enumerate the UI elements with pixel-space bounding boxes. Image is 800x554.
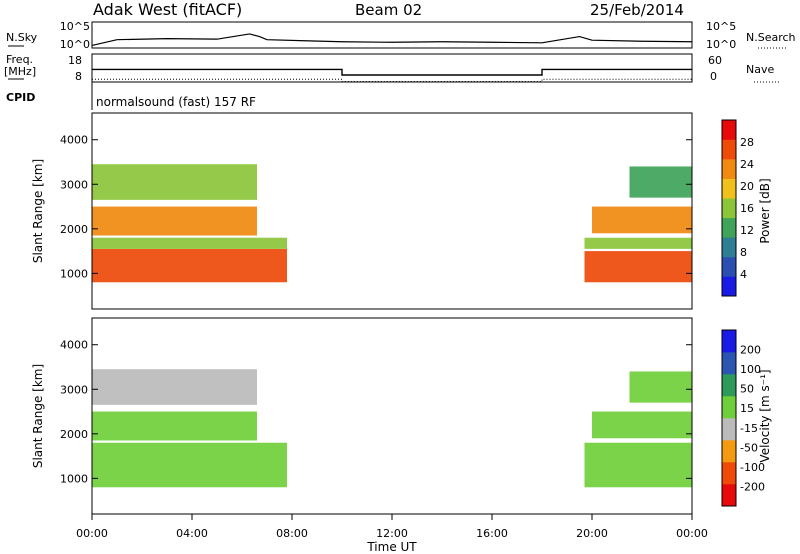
power-colorbar-tick: 20 xyxy=(740,180,754,193)
freq-panel-frame xyxy=(91,53,693,83)
power-region xyxy=(92,248,287,283)
power-colorbar-tick: 24 xyxy=(740,158,754,171)
velocity-region xyxy=(629,371,692,403)
cpid-value: normalsound (fast) 157 RF xyxy=(96,95,256,109)
freq-label-line2: [MHz] xyxy=(4,65,36,78)
freq-ytick-bottom: 8 xyxy=(75,70,82,83)
nave-ytick-bottom: 0 xyxy=(710,70,717,83)
power-colorbar-swatch xyxy=(722,159,736,179)
velocity-colorbar-label: Velocity [m s⁻¹] xyxy=(758,369,772,462)
power-colorbar-swatch xyxy=(722,237,736,258)
x-axis-label: Time UT xyxy=(366,540,417,554)
power-colorbar-swatch xyxy=(722,276,736,297)
power-region xyxy=(92,237,287,249)
power-colorbar-tick: 16 xyxy=(740,202,754,215)
power-region xyxy=(92,164,257,200)
velocity-ytick-label: 4000 xyxy=(60,339,88,352)
x-tick-label: 12:00 xyxy=(376,527,408,540)
power-colorbar-swatch xyxy=(722,139,736,160)
power-region xyxy=(584,237,692,249)
power-colorbar-tick: 12 xyxy=(740,224,754,237)
velocity-colorbar-tick: -100 xyxy=(740,461,765,474)
noise-ytick-top: 10^5 xyxy=(60,20,90,33)
velocity-colorbar-swatch xyxy=(722,396,736,419)
velocity-region xyxy=(92,442,287,488)
velocity-colorbar-swatch xyxy=(722,330,736,353)
beam-title: Beam 02 xyxy=(355,1,422,19)
power-region xyxy=(584,251,692,283)
velocity-colorbar-tick: 50 xyxy=(740,383,754,396)
velocity-ylabel: Slant Range [km] xyxy=(31,364,45,468)
freq-series-line xyxy=(92,68,692,76)
x-tick-label: 20:00 xyxy=(576,527,608,540)
cpid-label: CPID xyxy=(6,91,35,104)
freq-ytick-top: 18 xyxy=(68,54,82,67)
noise-panel-frame xyxy=(91,21,693,49)
velocity-region xyxy=(92,369,257,405)
noise-ytick-right-top: 10^5 xyxy=(706,20,736,33)
noise-ytick-right-bottom: 10^0 xyxy=(706,38,736,51)
velocity-colorbar-swatch xyxy=(722,352,736,375)
noise-series-line xyxy=(91,33,693,46)
nave-label: Nave xyxy=(746,63,774,76)
velocity-ytick-label: 1000 xyxy=(60,472,88,485)
velocity-ytick-label: 2000 xyxy=(60,428,88,441)
velocity-region xyxy=(592,411,692,439)
velocity-colorbar-tick: 200 xyxy=(740,344,761,357)
x-tick-label: 08:00 xyxy=(276,527,308,540)
nsky-label: N.Sky xyxy=(6,31,38,44)
velocity-colorbar-tick: 100 xyxy=(740,363,761,376)
velocity-colorbar-frame xyxy=(721,329,737,507)
power-ytick-label: 2000 xyxy=(60,223,88,236)
velocity-colorbar-tick: -50 xyxy=(740,441,758,454)
station-title: Adak West (fitACF) xyxy=(93,0,242,19)
power-colorbar-swatch xyxy=(722,256,736,277)
velocity-colorbar-tick: 15 xyxy=(740,402,754,415)
power-region xyxy=(592,206,692,234)
power-colorbar-swatch xyxy=(722,198,736,219)
power-colorbar-tick: 4 xyxy=(740,268,747,281)
noise-ytick-bottom: 10^0 xyxy=(60,38,90,51)
velocity-colorbar-tick: -15 xyxy=(740,422,758,435)
power-colorbar-tick: 28 xyxy=(740,136,754,149)
velocity-colorbar-swatch xyxy=(722,374,736,397)
x-tick-label: 16:00 xyxy=(476,527,508,540)
velocity-region xyxy=(92,411,257,441)
power-panel-frame xyxy=(91,112,693,310)
velocity-colorbar-tick: -200 xyxy=(740,480,765,493)
nsearch-label: N.Search xyxy=(746,31,796,44)
velocity-ytick-label: 3000 xyxy=(60,383,88,396)
velocity-colorbar-swatch xyxy=(722,440,736,463)
power-region xyxy=(92,206,257,236)
velocity-colorbar-swatch xyxy=(722,462,736,485)
velocity-colorbar-swatch xyxy=(722,418,736,441)
power-colorbar-label: Power [dB] xyxy=(758,178,772,243)
power-colorbar-swatch xyxy=(722,120,736,140)
power-ytick-label: 3000 xyxy=(60,178,88,191)
velocity-region xyxy=(584,442,692,488)
power-colorbar-swatch xyxy=(722,178,736,199)
power-colorbar-tick: 8 xyxy=(740,246,747,259)
power-colorbar-frame xyxy=(721,119,737,297)
nave-ytick-top: 60 xyxy=(708,54,722,67)
x-tick-label: 04:00 xyxy=(176,527,208,540)
power-ytick-label: 4000 xyxy=(60,134,88,147)
x-tick-label: 00:00 xyxy=(676,527,708,540)
freq-label-line1: Freq. xyxy=(6,53,33,66)
date-title: 25/Feb/2014 xyxy=(590,1,684,19)
nave-series-line xyxy=(92,78,692,82)
x-tick-label: 00:00 xyxy=(76,527,108,540)
velocity-colorbar-swatch xyxy=(722,484,736,507)
power-ytick-label: 1000 xyxy=(60,267,88,280)
power-colorbar-swatch xyxy=(722,217,736,238)
power-region xyxy=(629,166,692,198)
power-ylabel: Slant Range [km] xyxy=(31,159,45,263)
